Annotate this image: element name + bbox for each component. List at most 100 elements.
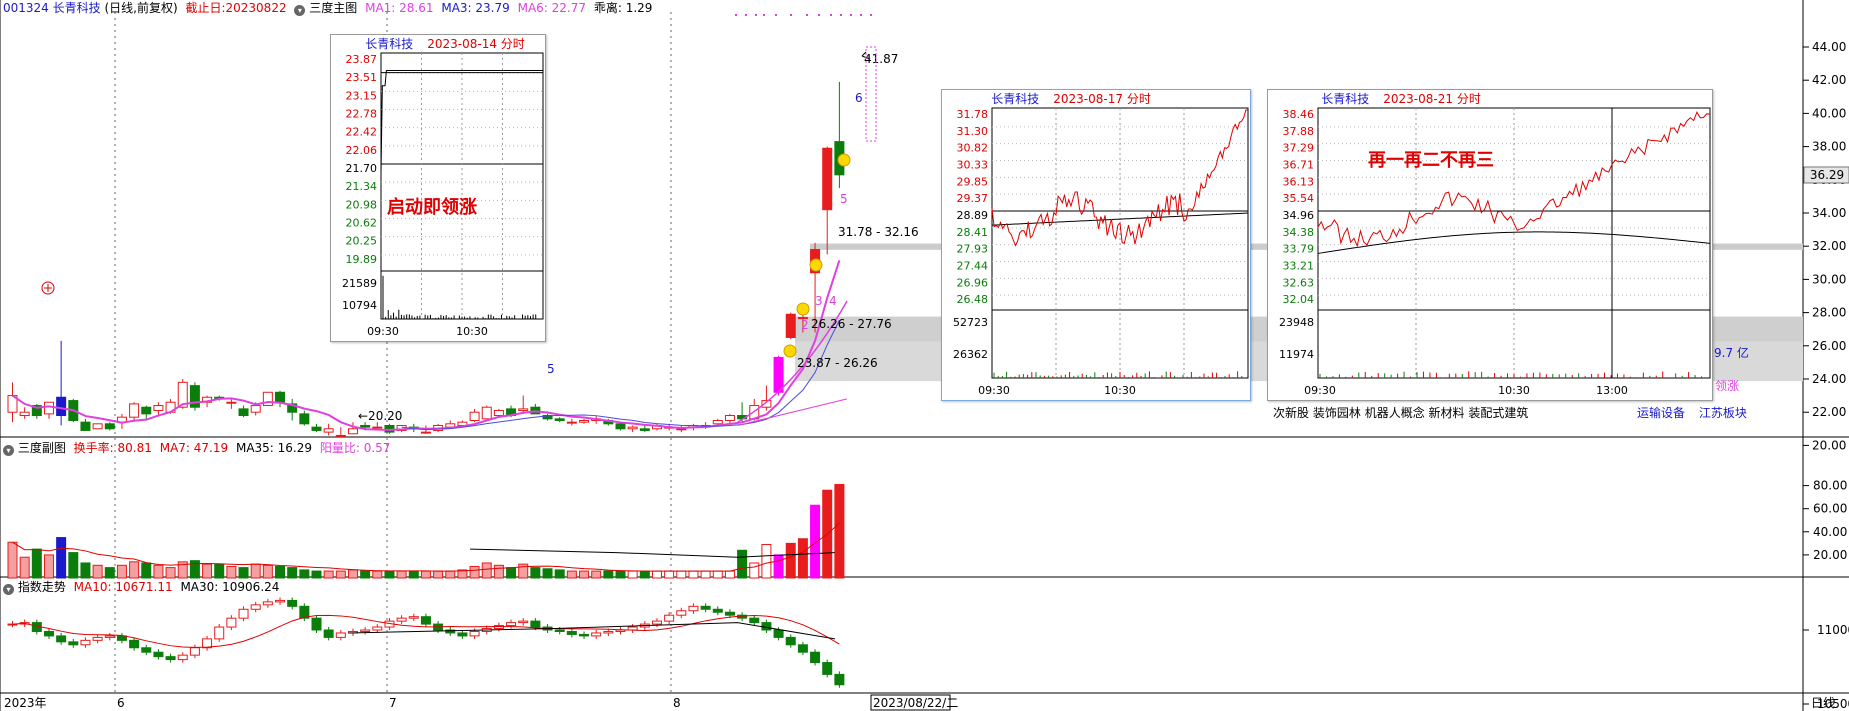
cutoff-date: 截止日:20230822 — [185, 1, 287, 15]
chevron-down-icon[interactable]: ▾ — [3, 584, 14, 595]
panel-price-label: 29.85 — [957, 175, 989, 188]
x-period-label: 日线 — [1811, 696, 1835, 710]
signal-dot — [775, 14, 777, 16]
index-candle-body — [712, 608, 723, 613]
volume-bar — [214, 563, 225, 579]
panel-price-label: 34.96 — [1283, 209, 1315, 222]
volume-bar — [506, 567, 517, 579]
volume-bar — [785, 542, 796, 579]
index-candle-body — [177, 654, 188, 661]
volume-bar — [68, 552, 79, 579]
candle-body — [80, 421, 91, 431]
zone-label: 26.26 - 27.76 — [811, 317, 892, 331]
volume-bar — [129, 561, 140, 579]
candle-body — [469, 411, 480, 422]
volume-axis-label: 40.00 — [1813, 525, 1847, 539]
volume-bar — [202, 563, 213, 579]
main-chart-name[interactable]: 三度主图 — [309, 1, 358, 15]
volume-bar — [603, 570, 614, 579]
index-candle-body — [420, 616, 431, 625]
panel-price-label: 37.88 — [1283, 125, 1315, 138]
count-label: 3 — [815, 294, 823, 308]
smiley-icon — [809, 258, 823, 272]
volume-bar — [311, 570, 322, 579]
tag-item[interactable]: 次新股 — [1273, 406, 1310, 420]
index-candle-body — [457, 632, 468, 637]
volume-bar — [165, 567, 176, 579]
volume-bar — [724, 570, 735, 579]
tag-item[interactable]: 装饰园林 — [1312, 406, 1361, 420]
tag-item[interactable]: 新材料 — [1428, 406, 1465, 420]
volume-bar — [566, 570, 577, 579]
volume-bar — [250, 563, 261, 579]
signal-dot — [755, 14, 757, 16]
volume-bar — [104, 567, 115, 579]
zone-label: 31.78 - 32.16 — [838, 225, 919, 239]
index-candle-body — [530, 620, 541, 628]
price-axis-label: 28.00 — [1812, 306, 1846, 320]
price-axis-label: 34.00 — [1812, 206, 1846, 220]
panel-time-label: 13:00 — [1596, 384, 1628, 397]
concept-tags-right: 运输设备 江苏板块 — [1637, 405, 1747, 421]
current-price-box — [1803, 166, 1849, 184]
panel-price-label: 20.62 — [346, 217, 378, 230]
panel-price-label: 38.46 — [1283, 108, 1315, 121]
volume-bar — [275, 565, 286, 579]
volume-bar — [518, 563, 529, 579]
tag-item[interactable]: 机器人概念 — [1364, 406, 1425, 420]
candle-body — [104, 423, 115, 430]
intraday-panel-0821[interactable]: 长青科技 2023-08-21 分时 38.46 37.88 37.29 36.71 36.… — [1267, 89, 1713, 401]
index-chart-name[interactable]: 指数走势 — [17, 580, 66, 594]
panel-price-label: 35.54 — [1283, 192, 1315, 205]
tag-item[interactable]: 运输设备 — [1637, 406, 1686, 420]
index-candle-body — [408, 616, 419, 619]
volume-ma-line-long — [470, 548, 835, 558]
index-candle-body — [250, 604, 261, 610]
tag-item[interactable]: 装配式建筑 — [1468, 406, 1529, 420]
index-candle-body — [822, 662, 833, 675]
x-current-date-box — [870, 694, 951, 711]
count-label: 5 — [840, 192, 848, 206]
panel-title-name: 长青科技 — [991, 92, 1039, 106]
intraday-panel-0817[interactable]: 长青科技 2023-08-17 分时 31.78 31.30 30.82 30.33 29.… — [941, 89, 1251, 401]
volume-bar — [773, 554, 784, 579]
panel-volume-label: 10794 — [342, 299, 377, 312]
candle-body — [226, 401, 237, 404]
volume-chart-name[interactable]: 三度副图 — [17, 441, 66, 455]
panel-caption: 启动即领涨 — [387, 196, 477, 218]
candle-body — [153, 405, 164, 412]
volume-axis-label: 60.00 — [1813, 502, 1847, 516]
candle-body — [724, 415, 735, 421]
volume-bar — [323, 570, 334, 579]
candle-body — [238, 408, 249, 417]
panel-price-label: 36.13 — [1283, 175, 1315, 188]
panel-avg-line — [991, 212, 1249, 226]
volume-bar — [116, 564, 127, 579]
chevron-down-icon[interactable]: ▾ — [3, 445, 14, 456]
chevron-down-icon[interactable]: ▾ — [294, 5, 306, 16]
index-candle-body — [603, 630, 614, 634]
volume-bar — [615, 570, 626, 579]
volume-bar — [262, 564, 273, 579]
intraday-panel-0814[interactable]: 长青科技 2023-08-14 分时 23.87 23.51 23.15 22.78 22.… — [330, 34, 546, 342]
volume-bar — [360, 570, 371, 579]
candle-body — [19, 411, 30, 417]
tag-item[interactable]: 江苏板块 — [1698, 406, 1747, 420]
signal-dot — [735, 14, 737, 16]
volume-bar — [457, 569, 468, 579]
x-axis-label: 7 — [389, 696, 397, 710]
stock-code-name[interactable]: 001324 长青科技 — [3, 1, 101, 15]
candle-body — [481, 406, 492, 420]
candle-body — [761, 400, 772, 408]
price-axis-label: 38.00 — [1812, 140, 1846, 154]
candle-body — [129, 403, 140, 418]
index-candle-body — [688, 605, 699, 612]
signal-dot — [790, 14, 792, 16]
volume-bar — [700, 570, 711, 579]
smiley-icon — [837, 153, 851, 167]
index-candle-body — [214, 626, 225, 640]
panel-volume-label: 21589 — [342, 277, 377, 290]
high-price-label: 41.87 — [864, 52, 898, 66]
index-candle-body — [141, 647, 152, 653]
index-candle-body — [591, 632, 602, 637]
